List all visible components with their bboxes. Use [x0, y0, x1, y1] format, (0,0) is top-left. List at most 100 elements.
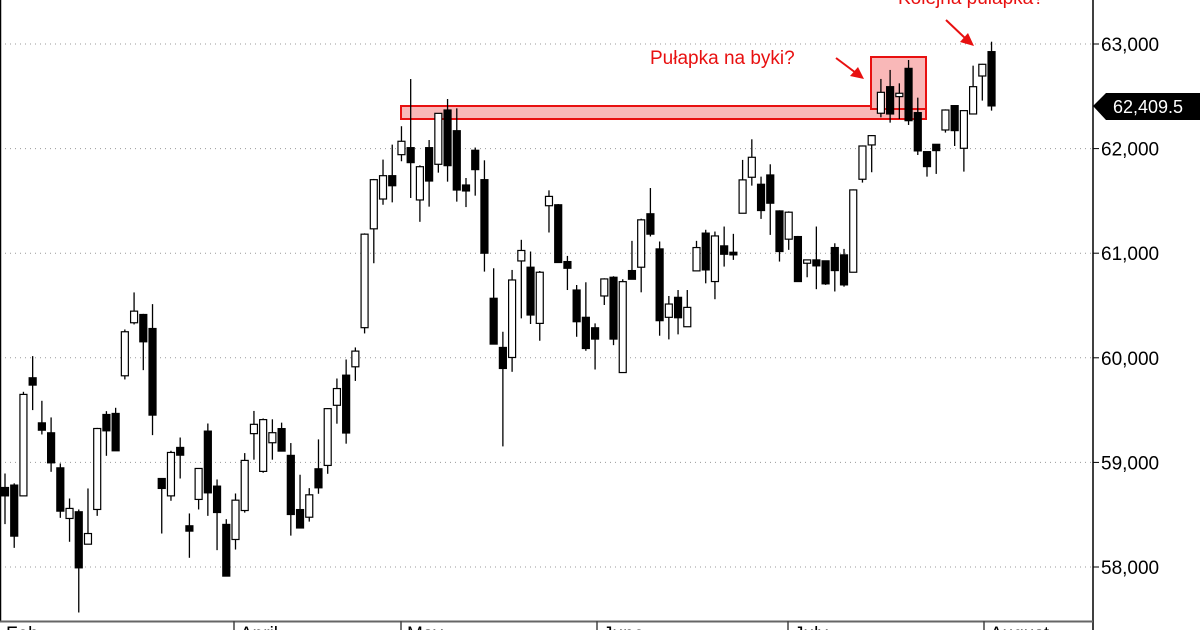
candle — [222, 519, 231, 577]
y-tick-label: 63,000 — [1101, 35, 1159, 56]
candle-body — [166, 451, 176, 497]
candle — [766, 164, 775, 235]
candle-body — [895, 92, 904, 98]
candle — [46, 417, 56, 472]
candle-body — [461, 184, 471, 192]
last-price-label: 62,409.5 — [1113, 97, 1183, 117]
candle — [351, 347, 360, 381]
candle-body — [664, 303, 673, 318]
candle — [489, 268, 498, 345]
candle — [600, 278, 609, 305]
candle-body — [637, 219, 646, 268]
candle — [922, 151, 932, 177]
candle-body — [28, 377, 37, 386]
candle — [268, 419, 277, 460]
candle-body — [600, 278, 609, 297]
candle-body — [683, 306, 692, 328]
candle — [28, 356, 37, 411]
candle-body — [554, 204, 563, 264]
candle-body — [388, 175, 397, 187]
candle-body — [803, 259, 812, 264]
candle — [434, 112, 443, 173]
candle — [480, 160, 489, 272]
candle — [378, 159, 388, 205]
candle-body — [249, 423, 259, 435]
candle-body — [415, 166, 424, 201]
candle — [323, 408, 332, 474]
candle — [120, 329, 129, 380]
candle — [129, 292, 139, 325]
candle-body — [590, 327, 600, 340]
candle-body — [406, 147, 415, 164]
candle-body — [240, 459, 249, 512]
candle-body — [572, 289, 581, 323]
candle — [65, 498, 74, 542]
candle-body — [618, 281, 627, 374]
candle-body — [286, 454, 295, 516]
candle — [74, 509, 83, 613]
candle-body — [452, 130, 461, 191]
candle — [388, 144, 397, 203]
y-tick-label: 60,000 — [1101, 349, 1159, 370]
candle-body — [729, 251, 738, 256]
candle-body — [157, 477, 166, 490]
candle-body — [323, 408, 332, 467]
candles — [0, 41, 996, 613]
candle — [461, 177, 471, 208]
candle-body — [37, 422, 46, 431]
candle-body — [480, 179, 489, 254]
candle-body — [701, 232, 710, 271]
candle — [176, 437, 185, 479]
candle — [683, 290, 692, 328]
bull-trap-box — [870, 56, 927, 110]
candle — [332, 378, 342, 424]
candle-body — [93, 427, 102, 511]
candle — [185, 513, 194, 558]
candle — [342, 359, 351, 444]
candle-body — [231, 499, 240, 541]
candle-body — [756, 183, 766, 212]
candle — [360, 233, 369, 334]
candle — [452, 108, 461, 202]
candle — [987, 41, 996, 111]
candle-body — [922, 151, 932, 168]
candle-body — [508, 279, 517, 359]
candle-body — [74, 511, 83, 569]
candle — [867, 135, 876, 173]
candle-body — [904, 67, 913, 122]
candle-body — [867, 135, 876, 146]
candle — [406, 79, 415, 198]
candle — [775, 210, 784, 262]
candle-body — [959, 110, 968, 149]
candle — [240, 453, 249, 513]
candle-body — [194, 467, 203, 501]
candle — [563, 255, 572, 291]
candle-body — [305, 494, 314, 518]
candle-body — [858, 145, 867, 180]
candle-body — [987, 51, 996, 107]
gridlines — [0, 43, 1093, 568]
candle — [978, 63, 987, 101]
y-tick-label: 59,000 — [1101, 453, 1159, 474]
candle — [471, 147, 480, 196]
candle — [397, 126, 406, 162]
candle-body — [314, 468, 323, 489]
candle-body — [673, 296, 683, 319]
price-axis: 58,000 59,000 60,000 61,000 62,000 63,000 — [1093, 35, 1159, 579]
candle — [618, 279, 627, 374]
candle — [517, 239, 526, 319]
candle — [913, 97, 922, 155]
candle — [968, 65, 978, 115]
candle-body — [775, 210, 784, 253]
annotation-next-trap: Kolejna pułapka? — [898, 0, 1044, 10]
candle-body — [65, 507, 74, 520]
candle — [259, 418, 268, 473]
x-tick-label: August — [990, 624, 1050, 630]
candle — [572, 284, 581, 337]
candle — [858, 145, 867, 183]
candle — [886, 69, 895, 123]
candle-body — [784, 211, 793, 240]
candle — [637, 218, 646, 293]
candle-body — [692, 246, 701, 272]
